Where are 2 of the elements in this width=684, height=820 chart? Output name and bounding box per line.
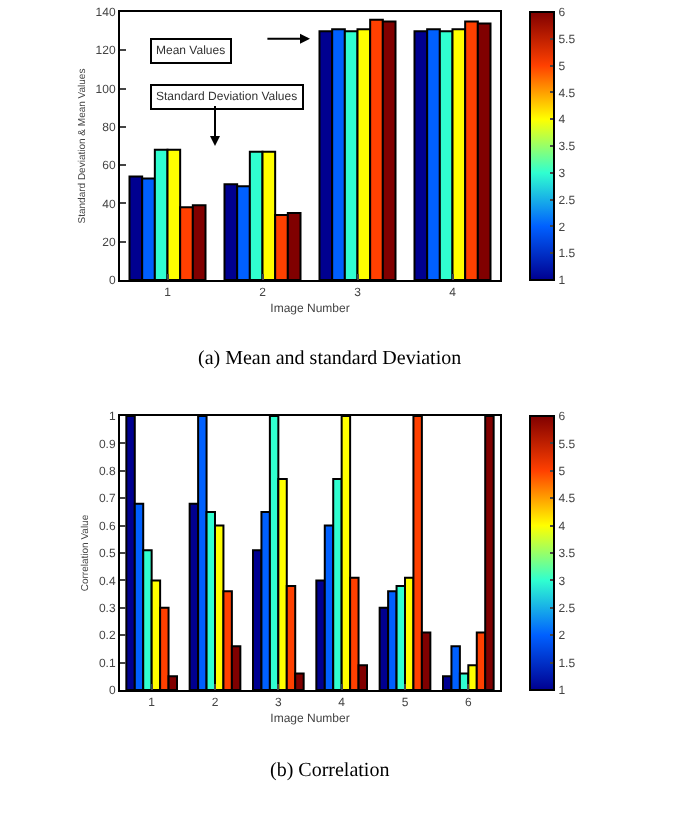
text: (a) Mean and standard Deviation (198, 348, 462, 370)
text: (b) Correlation (270, 760, 390, 782)
